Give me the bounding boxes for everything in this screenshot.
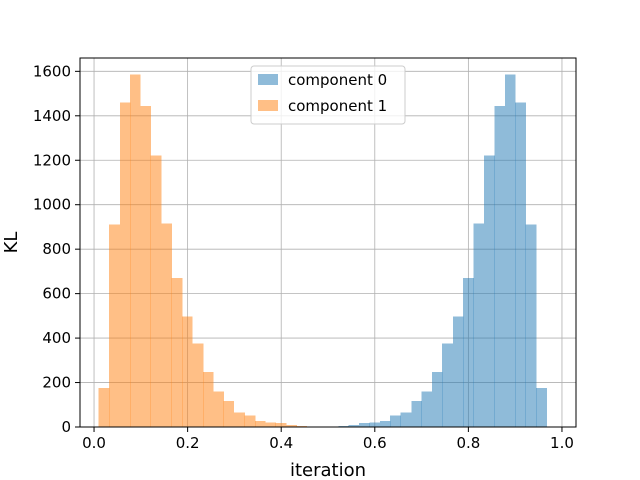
histogram-bar bbox=[338, 425, 349, 427]
y-tick-label: 400 bbox=[42, 329, 71, 347]
x-axis-label: iteration bbox=[290, 460, 366, 480]
histogram-bar bbox=[504, 74, 516, 427]
legend-label-component-1: component 1 bbox=[288, 97, 387, 115]
y-tick-label: 800 bbox=[42, 240, 71, 258]
histogram-bar bbox=[150, 155, 162, 427]
histogram-bar bbox=[98, 388, 110, 427]
series-component-0 bbox=[317, 74, 547, 428]
histogram-bar bbox=[233, 412, 246, 427]
histogram-bar bbox=[369, 422, 381, 427]
x-tick-label: 0.2 bbox=[176, 434, 200, 452]
x-tick-label: 0.4 bbox=[269, 434, 293, 452]
histogram-bar bbox=[525, 224, 537, 427]
histogram-bar bbox=[286, 424, 297, 427]
histogram-bar bbox=[265, 422, 276, 427]
legend-box bbox=[250, 65, 406, 125]
plot-frame bbox=[79, 57, 577, 428]
legend: component 0 component 1 bbox=[250, 65, 406, 125]
histogram-bar bbox=[161, 223, 173, 427]
histogram-bar bbox=[494, 105, 506, 427]
histogram-bar bbox=[473, 223, 485, 427]
y-axis-ticks: 0 200 400 600 800 1000 1200 1400 1600 bbox=[33, 62, 80, 436]
x-tick-label: 0.0 bbox=[82, 434, 106, 452]
histogram-bar bbox=[296, 425, 308, 427]
histogram-bars bbox=[98, 74, 547, 428]
histogram-bar bbox=[140, 105, 151, 427]
series-component-1 bbox=[98, 74, 329, 428]
histogram-bar bbox=[536, 388, 547, 427]
y-tick-label: 1000 bbox=[33, 196, 71, 214]
legend-label-component-0: component 0 bbox=[288, 71, 387, 89]
histogram-bar bbox=[171, 278, 183, 427]
y-tick-label: 1400 bbox=[33, 107, 71, 125]
x-tick-label: 0.6 bbox=[363, 434, 387, 452]
histogram-bar bbox=[275, 422, 287, 427]
legend-swatch-component-0 bbox=[258, 74, 278, 85]
histogram-bar bbox=[463, 278, 474, 427]
histogram-bar bbox=[348, 424, 360, 427]
y-tick-label: 1200 bbox=[33, 151, 71, 169]
histogram-bar bbox=[213, 391, 224, 427]
histogram-bar bbox=[515, 102, 526, 428]
histogram-bar bbox=[244, 415, 256, 427]
histogram-bar bbox=[379, 420, 391, 427]
histogram-bar bbox=[203, 371, 214, 427]
histogram-bar bbox=[130, 74, 141, 427]
histogram-bar bbox=[358, 422, 370, 427]
histogram-bar bbox=[431, 371, 443, 427]
histogram-bar bbox=[109, 224, 121, 427]
histogram-bar bbox=[119, 102, 131, 428]
x-tick-label: 1.0 bbox=[550, 434, 574, 452]
histogram-bar bbox=[255, 420, 266, 427]
histogram-bar bbox=[452, 316, 464, 427]
legend-swatch-component-1 bbox=[258, 100, 278, 111]
histogram-bar bbox=[390, 415, 401, 427]
y-tick-label: 1600 bbox=[33, 62, 71, 80]
y-tick-label: 0 bbox=[61, 418, 71, 436]
histogram-bar bbox=[421, 391, 433, 427]
x-axis-ticks: 0.0 0.2 0.4 0.6 0.8 1.0 bbox=[82, 427, 574, 452]
x-tick-label: 0.8 bbox=[456, 434, 480, 452]
histogram-bar bbox=[442, 343, 454, 427]
y-tick-label: 200 bbox=[42, 374, 71, 392]
histogram-bar bbox=[400, 412, 412, 427]
y-tick-label: 600 bbox=[42, 285, 71, 303]
histogram-bar bbox=[483, 155, 495, 427]
y-axis-label: KL bbox=[1, 232, 22, 254]
histogram-bar bbox=[223, 400, 235, 427]
histogram-bar bbox=[192, 343, 204, 427]
histogram-bar bbox=[182, 316, 193, 427]
histogram-bar bbox=[411, 400, 422, 427]
